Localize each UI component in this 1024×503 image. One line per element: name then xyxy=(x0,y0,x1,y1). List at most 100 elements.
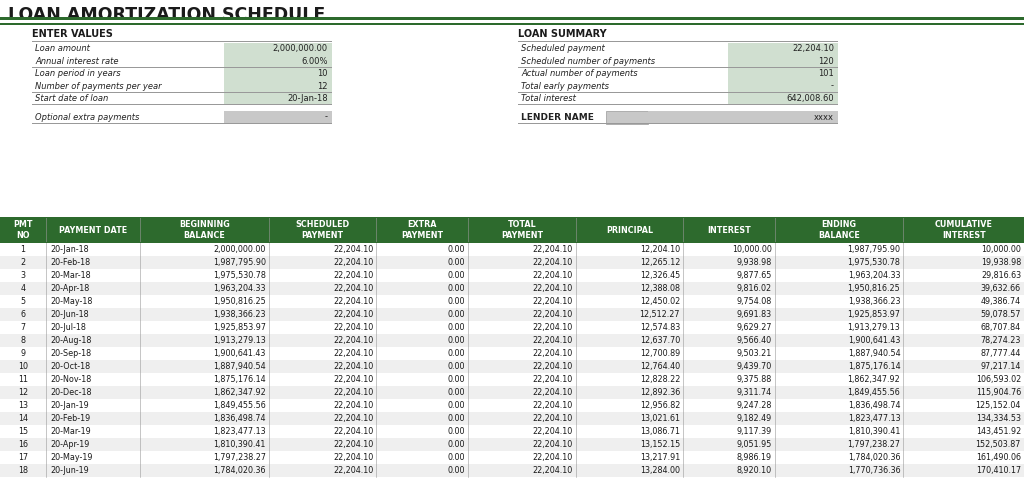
Text: 13,152.15: 13,152.15 xyxy=(640,440,680,449)
Text: PRINCIPAL: PRINCIPAL xyxy=(606,225,653,234)
Text: LOAN AMORTIZATION SCHEDULE: LOAN AMORTIZATION SCHEDULE xyxy=(8,6,326,24)
Text: 22,204.10: 22,204.10 xyxy=(532,310,572,319)
Bar xyxy=(224,93,332,105)
Text: 0.00: 0.00 xyxy=(447,427,465,436)
Text: PMT
NO: PMT NO xyxy=(13,220,33,240)
Text: Total interest: Total interest xyxy=(521,94,575,103)
Bar xyxy=(0,451,1024,464)
Text: 12: 12 xyxy=(17,388,28,397)
Bar xyxy=(0,256,1024,269)
Text: 1,887,940.54: 1,887,940.54 xyxy=(848,349,900,358)
Text: 22,204.10: 22,204.10 xyxy=(333,453,374,462)
Text: 9,051.95: 9,051.95 xyxy=(736,440,772,449)
Bar xyxy=(518,123,838,124)
Text: 9,182.49: 9,182.49 xyxy=(736,414,772,423)
Text: SCHEDULED
PAYMENT: SCHEDULED PAYMENT xyxy=(296,220,349,240)
Text: 0.00: 0.00 xyxy=(447,466,465,475)
Text: 0.00: 0.00 xyxy=(447,245,465,254)
Text: 0.00: 0.00 xyxy=(447,440,465,449)
Bar xyxy=(0,386,1024,399)
Text: 12,265.12: 12,265.12 xyxy=(640,258,680,267)
Text: 20-Feb-18: 20-Feb-18 xyxy=(50,258,90,267)
Bar xyxy=(224,42,332,55)
Text: TOTAL
PAYMENT: TOTAL PAYMENT xyxy=(501,220,543,240)
Text: 1,963,204.33: 1,963,204.33 xyxy=(213,284,266,293)
Text: ENTER VALUES: ENTER VALUES xyxy=(32,29,113,39)
Text: 1,862,347.92: 1,862,347.92 xyxy=(213,388,266,397)
Text: 20-Apr-19: 20-Apr-19 xyxy=(50,440,89,449)
Bar xyxy=(728,67,838,80)
Bar xyxy=(32,42,224,55)
Text: 12,637.70: 12,637.70 xyxy=(640,336,680,345)
Text: 1,925,853.97: 1,925,853.97 xyxy=(213,323,266,332)
Text: Loan period in years: Loan period in years xyxy=(35,69,121,78)
Text: 1,836,498.74: 1,836,498.74 xyxy=(213,414,266,423)
Text: 6.00%: 6.00% xyxy=(301,56,328,65)
Text: 1,875,176.14: 1,875,176.14 xyxy=(848,362,900,371)
Text: 22,204.10: 22,204.10 xyxy=(333,258,374,267)
Text: 9,117.39: 9,117.39 xyxy=(736,427,772,436)
Bar xyxy=(518,67,728,80)
Text: 1,784,020.36: 1,784,020.36 xyxy=(848,453,900,462)
Text: 22,204.10: 22,204.10 xyxy=(333,349,374,358)
Text: 0.00: 0.00 xyxy=(447,375,465,384)
Text: 22,204.10: 22,204.10 xyxy=(333,440,374,449)
Text: 22,204.10: 22,204.10 xyxy=(333,323,374,332)
Text: 20-Jun-19: 20-Jun-19 xyxy=(50,466,89,475)
Text: 0.00: 0.00 xyxy=(447,336,465,345)
Bar xyxy=(0,412,1024,425)
Bar xyxy=(0,269,1024,282)
Bar xyxy=(728,80,838,93)
Text: 22,204.10: 22,204.10 xyxy=(333,375,374,384)
Text: Loan amount: Loan amount xyxy=(35,44,90,53)
Text: 642,008.60: 642,008.60 xyxy=(786,94,834,103)
Text: LOAN SUMMARY: LOAN SUMMARY xyxy=(518,29,606,39)
Text: 8,920.10: 8,920.10 xyxy=(736,466,772,475)
Text: 1,862,347.92: 1,862,347.92 xyxy=(848,375,900,384)
Bar xyxy=(32,41,332,42)
Text: 22,204.10: 22,204.10 xyxy=(333,297,374,306)
Text: 9: 9 xyxy=(20,349,26,358)
Text: 10,000.00: 10,000.00 xyxy=(981,245,1021,254)
Text: 22,204.10: 22,204.10 xyxy=(532,440,572,449)
Text: 1,797,238.27: 1,797,238.27 xyxy=(848,440,900,449)
Text: PAYMENT DATE: PAYMENT DATE xyxy=(59,225,127,234)
Text: 20-Jun-18: 20-Jun-18 xyxy=(50,310,88,319)
Text: 20-Jan-19: 20-Jan-19 xyxy=(50,401,89,410)
Text: 13: 13 xyxy=(18,401,28,410)
Text: 10: 10 xyxy=(317,69,328,78)
Text: 1,938,366.23: 1,938,366.23 xyxy=(848,297,900,306)
Text: 0.00: 0.00 xyxy=(447,323,465,332)
Text: 13,086.71: 13,086.71 xyxy=(640,427,680,436)
Text: 161,490.06: 161,490.06 xyxy=(976,453,1021,462)
Text: 9,375.88: 9,375.88 xyxy=(736,375,772,384)
Text: 0.00: 0.00 xyxy=(447,401,465,410)
Text: 20-Dec-18: 20-Dec-18 xyxy=(50,388,91,397)
Text: 13,021.61: 13,021.61 xyxy=(640,414,680,423)
Text: 170,410.17: 170,410.17 xyxy=(976,466,1021,475)
Text: 12,764.40: 12,764.40 xyxy=(640,362,680,371)
Bar xyxy=(0,217,1024,218)
Text: 1,913,279.13: 1,913,279.13 xyxy=(848,323,900,332)
Text: EXTRA
PAYMENT: EXTRA PAYMENT xyxy=(401,220,443,240)
Bar xyxy=(0,308,1024,321)
Bar xyxy=(0,242,1024,243)
Bar xyxy=(0,360,1024,373)
Text: 1,950,816.25: 1,950,816.25 xyxy=(213,297,266,306)
Text: 20-Sep-18: 20-Sep-18 xyxy=(50,349,91,358)
Bar xyxy=(518,41,838,42)
Text: 6: 6 xyxy=(20,310,26,319)
Text: 9,247.28: 9,247.28 xyxy=(736,401,772,410)
Text: 8,986.19: 8,986.19 xyxy=(736,453,772,462)
Text: 12,450.02: 12,450.02 xyxy=(640,297,680,306)
Text: 97,217.14: 97,217.14 xyxy=(981,362,1021,371)
Text: 20-Oct-18: 20-Oct-18 xyxy=(50,362,90,371)
Text: 9,938.98: 9,938.98 xyxy=(736,258,772,267)
Text: 22,204.10: 22,204.10 xyxy=(532,466,572,475)
Text: 1: 1 xyxy=(20,245,26,254)
Bar xyxy=(0,347,1024,360)
Text: 12,892.36: 12,892.36 xyxy=(640,388,680,397)
Text: -: - xyxy=(325,113,328,122)
Text: 18: 18 xyxy=(18,466,28,475)
Bar xyxy=(0,321,1024,334)
